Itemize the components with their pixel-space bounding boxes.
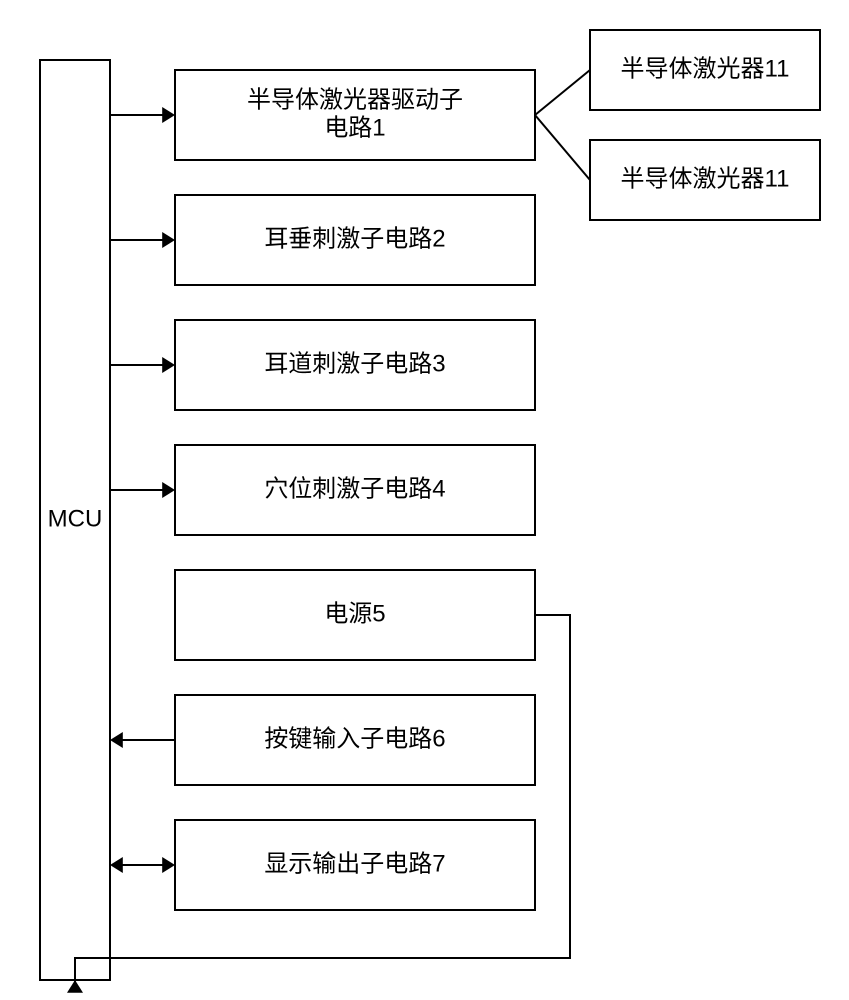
right-label-r2: 半导体激光器11 — [621, 165, 790, 192]
arrow-head — [162, 107, 175, 123]
mid-label-b1-1: 电路1 — [324, 114, 385, 141]
arrow-head — [67, 980, 83, 993]
arrow-head — [162, 482, 175, 498]
mid-label-b3: 耳道刺激子电路3 — [264, 350, 445, 377]
mid-label-b7: 显示输出子电路7 — [264, 850, 445, 877]
arrow-head — [110, 857, 123, 873]
connector — [535, 70, 590, 115]
mid-label-b2: 耳垂刺激子电路2 — [264, 225, 445, 252]
right-label-r1: 半导体激光器11 — [621, 55, 790, 82]
mid-label-b4: 穴位刺激子电路4 — [264, 475, 445, 502]
mcu-label: MCU — [48, 505, 103, 532]
mid-label-b1-0: 半导体激光器驱动子 — [247, 86, 463, 113]
mid-label-b6: 按键输入子电路6 — [264, 725, 445, 752]
connector — [535, 115, 590, 180]
arrow-head — [162, 232, 175, 248]
power-loop — [75, 615, 570, 982]
mid-label-b5: 电源5 — [324, 600, 385, 627]
arrow-head — [162, 857, 175, 873]
arrow-head — [110, 732, 123, 748]
arrow-head — [162, 357, 175, 373]
